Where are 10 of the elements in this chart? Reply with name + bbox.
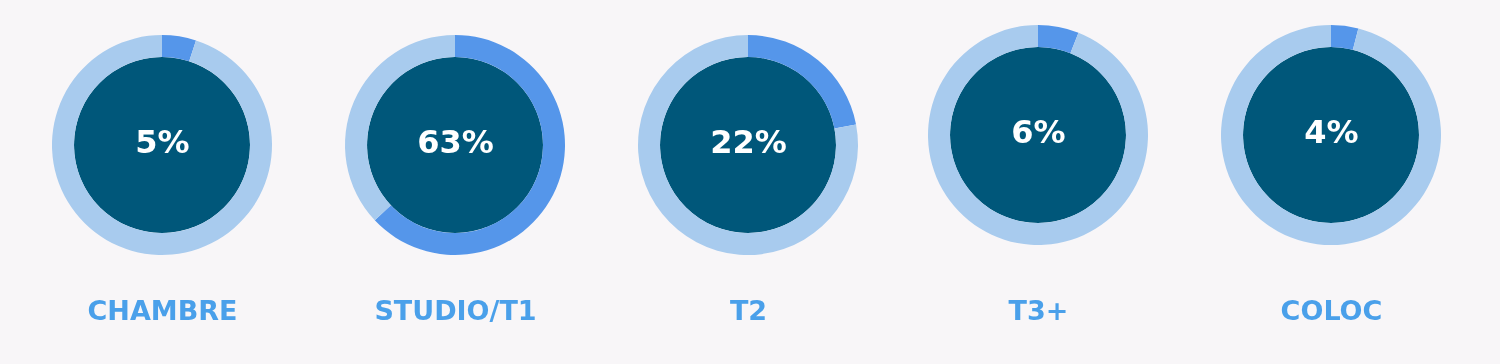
text: STUDIO/T1 (374, 295, 537, 326)
text: 63% (417, 123, 494, 161)
text: CHAMBRE (87, 295, 238, 326)
text: 5% (135, 123, 190, 161)
text: 6% (1011, 113, 1066, 151)
text: 22% (710, 123, 787, 161)
text: 4% (1304, 113, 1359, 151)
text: T3+ (1008, 295, 1069, 326)
text: T2 (729, 295, 768, 326)
text: COLOC (1280, 295, 1383, 326)
